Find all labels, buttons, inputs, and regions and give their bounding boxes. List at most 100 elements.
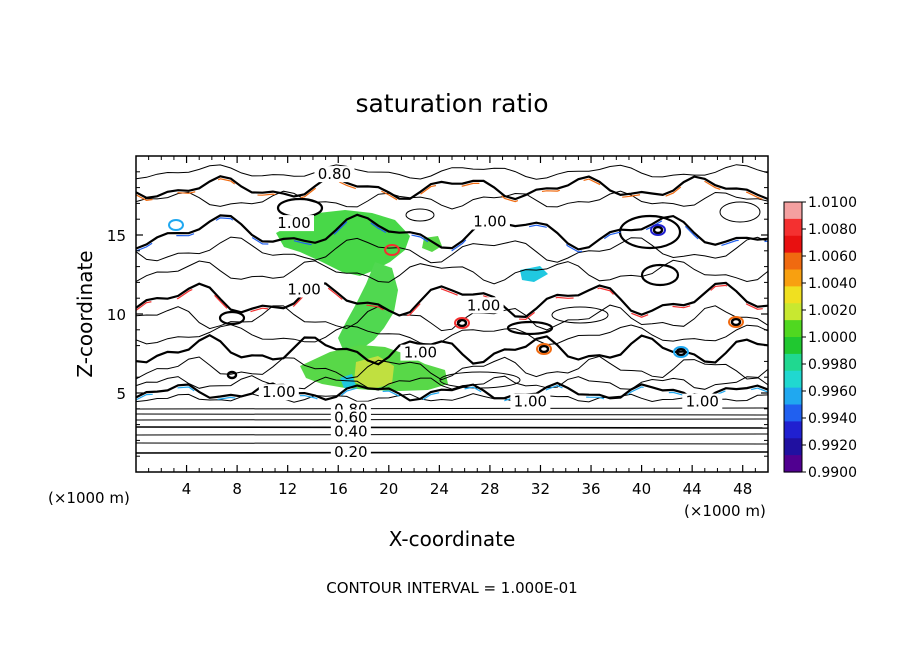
contour-edge-color [136,284,768,321]
contour-label-bg [400,344,441,361]
colorbar-segment [784,320,802,338]
contour-loop [618,214,682,250]
contour-loop-small [226,370,238,380]
colorbar-segment [784,202,802,220]
contour-edge-color [136,216,768,253]
contour-line [136,442,768,445]
contour-label: 1.00 [277,214,310,232]
contour-label-bg [510,393,551,410]
x-tick-label: 32 [531,480,550,498]
contour-loop [506,320,554,336]
x-tick-label: 20 [379,480,398,498]
colorbar-segment [784,438,802,456]
colorbar-tick-label: 1.0020 [808,303,857,319]
contour-loop-small [538,344,550,354]
colorbar-segment [784,269,802,287]
contour-line [136,393,768,403]
contour-edge-loop [673,346,689,358]
colorbar-segment [784,218,802,237]
green-patch-small [422,236,442,252]
colorbar-tick-label: 0.9920 [808,438,857,454]
x-tick-label: 8 [232,480,242,498]
contour-loop [218,310,246,326]
colorbar-segment [784,303,802,321]
contour-line [136,175,768,201]
x-unit-left: (×1000 m) [48,489,130,507]
colorbar-segment [784,455,802,473]
contour-label-bg [258,384,299,401]
contour-loop [719,201,761,223]
x-tick-label: 16 [329,480,348,498]
contour-interval-footer: CONTOUR INTERVAL = 1.000E-01 [326,579,577,597]
contour-label: 0.60 [334,408,367,426]
y-tick-label: 15 [107,227,126,245]
colorbar-tick-label: 0.9980 [808,357,857,373]
contour-label: 0.20 [334,443,367,461]
contour-label-bg [330,409,371,426]
chart-title: saturation ratio [355,89,548,118]
contour-labels: 0.801.001.001.001.001.001.000.800.600.40… [258,165,723,461]
x-tick-label: 36 [581,480,600,498]
contour-loop [640,263,680,287]
contour-label-bg [330,444,371,461]
contour-label: 1.00 [404,344,437,362]
contour-loop [551,306,609,324]
x-tick-label: 48 [733,480,752,498]
contour-label-bg [469,213,510,230]
colorbar-tick-label: 1.0080 [808,222,857,238]
contour-line [136,281,768,319]
colorbar-tick-label: 0.9940 [808,411,857,427]
yellowgreen-region [354,356,394,389]
y-tick-label: 5 [116,385,126,403]
contour-line [136,418,768,421]
x-tick-label: 28 [480,480,499,498]
contour-edge-loop [168,219,184,231]
colorbar-segment [784,370,802,389]
contour-line [136,259,768,285]
contour-line [136,236,768,264]
colorbar-segment [784,286,802,304]
contour-edge-loop [384,244,400,256]
colorbar-segment [784,404,802,422]
contour-line [136,413,768,416]
contour-label: 1.00 [467,296,500,314]
contour-line [136,375,768,391]
y-tick-label: 10 [107,306,126,324]
contour-label: 1.00 [686,393,719,411]
contour-line [136,433,768,436]
contour-line [136,164,768,180]
colorbar-segment [784,252,802,271]
contour-label-bg [314,166,355,183]
contour-loop-small [652,225,664,235]
contour-loop [405,208,435,222]
colorbar-segment [784,353,802,372]
contour-label: 0.40 [334,423,367,441]
plot-area [136,164,768,454]
contour-line [136,333,768,366]
contour-line [136,324,768,346]
colorbar-segment [784,235,802,254]
x-axis-label: X-coordinate [389,527,516,551]
colorbar-tick-label: 1.0100 [808,195,857,211]
colorbar-tick-label: 1.0040 [808,276,857,292]
cyan-patch [520,266,548,282]
contour-label-bg [682,393,723,410]
contour-lines-thin [136,164,768,445]
contour-loop [439,371,521,389]
contour-label: 1.00 [262,383,295,401]
contour-line [136,355,768,381]
contour-line [136,213,768,251]
contour-line [136,190,768,210]
contour-loop-small [675,347,687,357]
contour-edge-loop [728,316,744,328]
contour-label: 0.80 [318,165,351,183]
y-axis-label: Z-coordinate [73,250,97,377]
x-unit-right: (×1000 m) [684,502,766,520]
contour-edge-loop [650,224,666,236]
contour-line [136,426,768,429]
x-tick-label: 12 [278,480,297,498]
x-tick-label: 24 [430,480,449,498]
contour-label: 1.00 [473,213,506,231]
y-axis: 5 10 15 [107,171,768,457]
